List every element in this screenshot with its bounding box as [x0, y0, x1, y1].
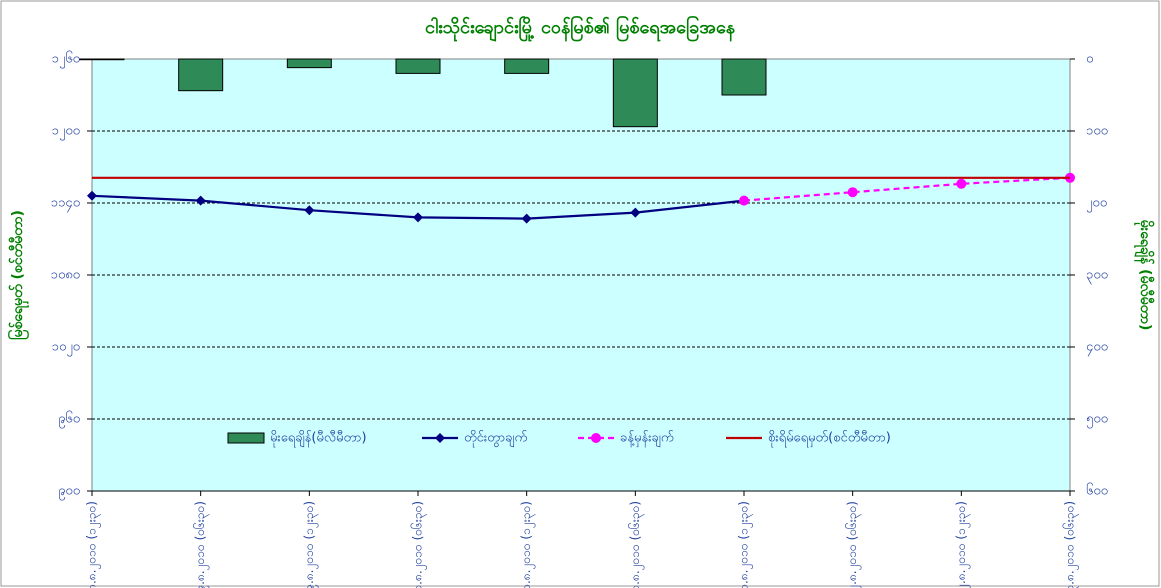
point — [521, 213, 532, 224]
x-tick-label: ၁၈.၈.၂၀၁၀ (၁၂း၃၀) — [85, 501, 102, 588]
legend-swatch — [227, 432, 265, 444]
y-tick-label: ၁၂၀၀ — [52, 124, 80, 141]
point — [195, 195, 206, 206]
y2-tick-label: ၂၀၀ — [1086, 196, 1107, 213]
legend-marker — [591, 433, 601, 443]
y2-axis-title: မိုးရေချိန် (မီလီမီတာ) — [1134, 220, 1154, 331]
x-tick-label: ၂၂.၈.၂၀၁၀ (၁၂း၃၀) — [954, 501, 971, 588]
point — [847, 187, 858, 198]
bar — [286, 58, 332, 69]
bar — [612, 58, 658, 128]
legend-label: မိုးရေချိန်(မီလီမီတာ) — [270, 430, 367, 448]
legend-label: စိုးရိမ်ရေမှတ်(စင်တီမီတာ) — [768, 430, 891, 448]
point — [304, 205, 315, 216]
y2-tick-label: ၃၀၀ — [1086, 268, 1108, 285]
legend-marker — [435, 433, 445, 443]
point — [413, 212, 423, 223]
bar — [721, 58, 767, 96]
bar — [178, 58, 224, 92]
point — [956, 178, 967, 189]
point — [630, 207, 641, 218]
point — [739, 195, 749, 206]
y2-tick-label: ၆၀၀ — [1086, 483, 1108, 499]
x-tick-label: ၁၉.၈.၂၀၁၀ (၀၆း၃၀) — [192, 501, 210, 588]
y2-tick-label: ၀ — [1086, 52, 1093, 67]
legend-label: တိုင်းတွာချက် — [464, 430, 528, 448]
bar — [79, 58, 125, 61]
y-tick-label: ၉၀၀ — [58, 484, 80, 501]
y2-tick-label: ၅၀၀ — [1086, 412, 1108, 429]
x-tick-label: ၂၁.၈.၂၀၁၀ (၁၂း၃၀) — [737, 501, 754, 588]
x-tick-label: ၂၀.၈.၂၀၁၀ (၀၆း၃၀) — [410, 501, 428, 588]
y2-tick-label: ၁၀၀ — [1086, 124, 1108, 139]
y-tick-label: ၁၀၈၀ — [51, 268, 80, 283]
y2-tick-label: ၄၀၀ — [1086, 340, 1108, 357]
bar — [504, 58, 550, 74]
x-tick-label: ၂၃.၈.၂၀၁၀ (၀၆း၃၀) — [1062, 501, 1080, 588]
bar — [395, 58, 441, 74]
legend-label: ခန့်မှန်းချက် — [620, 430, 674, 448]
x-tick-label: ၂၂.၈.၂၀၁၀ (၀၆း၃၀) — [844, 501, 862, 588]
y-tick-label: ၁၂၆၀ — [52, 51, 80, 69]
y-tick-label: ၉၆၀ — [58, 411, 80, 429]
y-tick-label: ၁၀၂၀ — [52, 340, 80, 357]
point — [87, 190, 97, 201]
x-tick-label: ၂၁.၈.၂၀၁၀ (၀၆း၃၀) — [627, 501, 645, 588]
y-axis-title: မြစ်ရေမှတ် (စင်တီမီတာ) — [8, 210, 29, 340]
y-tick-label: ၁၁၄၀ — [51, 196, 80, 213]
x-tick-label: ၁၉.၈.၂၀၁၀ (၁၂း၃၀) — [302, 501, 319, 588]
x-tick-label: ၂၀.၈.၂၀၁၀ (၁၂း၃၀) — [519, 501, 536, 588]
chart-title: ငါးသိုင်းချောင်းမြို့ ငဝန်မြစ်၏ မြစ်ရေအခ… — [425, 15, 736, 42]
line — [743, 176, 1071, 202]
